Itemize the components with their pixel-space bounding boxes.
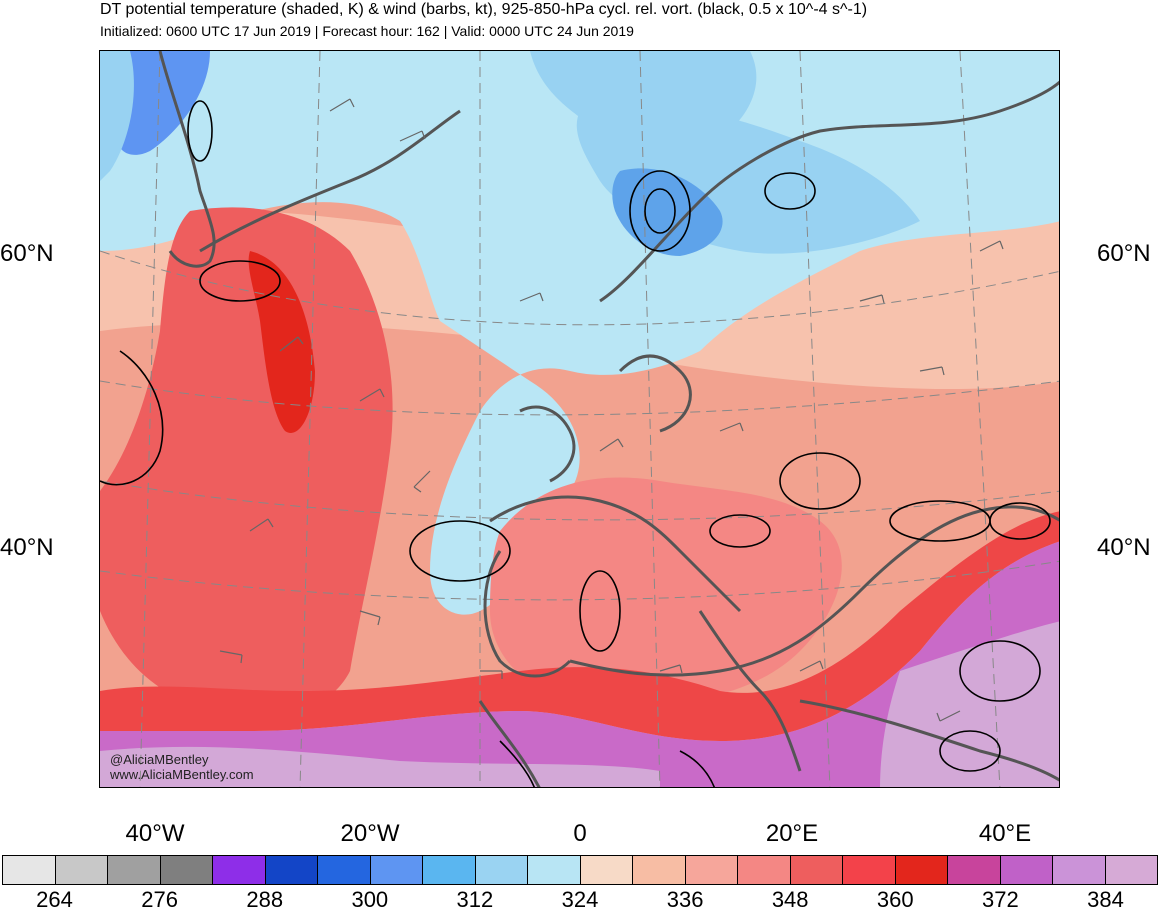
lon-label-20e: 20°E: [765, 820, 819, 847]
lat-label-40n-left: 40°N: [0, 534, 54, 561]
mideast-lavender: [880, 621, 1059, 787]
colorbar-box-0: [3, 856, 56, 884]
colorbar-box-7: [370, 856, 423, 884]
colorbar-label-300: 300: [351, 887, 389, 912]
map-canvas: [100, 51, 1059, 787]
colorbar-box-4: [213, 856, 266, 884]
atlantic-plume: [100, 207, 393, 715]
colorbar-box-17: [895, 856, 948, 884]
colorbar-label-312: 312: [456, 887, 494, 912]
sahara-lavender: [100, 746, 660, 787]
lon-label-0: 0: [573, 820, 587, 847]
lat-label-40n-right: 40°N: [1097, 534, 1151, 561]
colorbar-box-5: [265, 856, 318, 884]
sahara-field: [100, 541, 1059, 787]
credit-handle: @AliciaMBentley: [110, 752, 209, 767]
europe-heat: [490, 477, 842, 705]
colorbar-box-12: [633, 856, 686, 884]
lat-label-60n-right: 60°N: [1097, 240, 1151, 267]
lon-label-20w: 20°W: [340, 820, 400, 847]
greenland-blue: [115, 51, 210, 155]
west-blue: [100, 51, 134, 181]
colorbar-box-10: [528, 856, 581, 884]
colorbar-box-18: [948, 856, 1001, 884]
colorbar-box-19: [1000, 856, 1053, 884]
colorbar-box-20: [1053, 856, 1106, 884]
colorbar-label-324: 324: [561, 887, 599, 912]
colorbar-box-6: [318, 856, 371, 884]
graticule: [100, 51, 1059, 787]
colorbar-box-3: [160, 856, 213, 884]
credit-site: www.AliciaMBentley.com: [110, 767, 254, 782]
subtropical-edge: [100, 511, 1059, 741]
colorbar-label-360: 360: [876, 887, 914, 912]
vorticity-contours: [100, 100, 1051, 787]
lon-label-40e: 40°E: [978, 820, 1032, 847]
colorbar-label-384: 384: [1087, 887, 1124, 912]
colorbar-box-14: [738, 856, 791, 884]
chart-subtitle: Initialized: 0600 UTC 17 Jun 2019 | Fore…: [100, 23, 634, 39]
colorbar-box-13: [685, 856, 738, 884]
colorbar-label-264: 264: [36, 887, 73, 912]
colorbar-box-2: [108, 856, 161, 884]
colorbar-box-21: [1105, 856, 1157, 884]
colorbar-box-15: [790, 856, 843, 884]
blue-core: [612, 168, 723, 256]
weather-map: [99, 50, 1060, 788]
colorbar-label-288: 288: [246, 887, 284, 912]
colorbar-box-1: [55, 856, 108, 884]
wind-barbs: [219, 98, 1004, 722]
colorbar-box-9: [475, 856, 528, 884]
colorbar-label-372: 372: [982, 887, 1019, 912]
colorbar-label-276: 276: [141, 887, 178, 912]
colorbar-label-348: 348: [771, 887, 809, 912]
colorbar-box-16: [843, 856, 896, 884]
lat-label-60n-left: 60°N: [0, 240, 54, 267]
colorbar-box-11: [580, 856, 633, 884]
colorbar: [2, 855, 1158, 885]
lon-label-40w: 40°W: [125, 820, 185, 847]
colorbar-label-336: 336: [666, 887, 704, 912]
colorbar-box-8: [423, 856, 476, 884]
coastlines: [158, 51, 1059, 787]
chart-title: DT potential temperature (shaded, K) & w…: [100, 1, 868, 18]
